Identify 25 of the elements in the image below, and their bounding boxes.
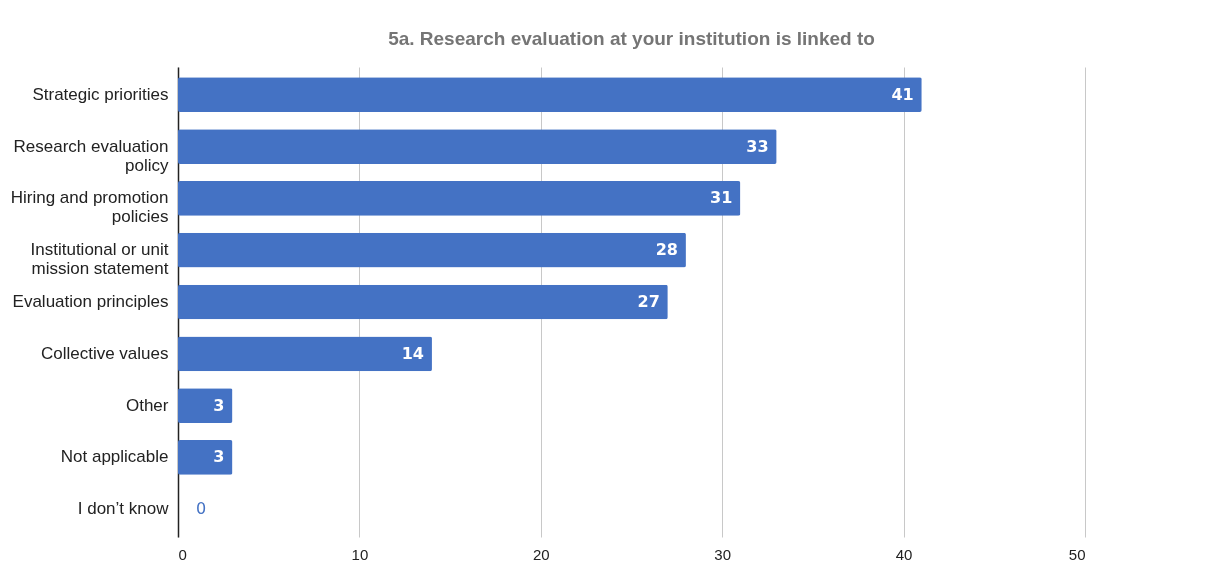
data-label: 27 (637, 292, 660, 311)
y-tick-label: Evaluation principles (12, 292, 169, 311)
data-label: 14 (401, 343, 424, 363)
chart-title: 5a. Research evaluation at your institution is linked to (388, 28, 875, 49)
x-tick-label: 20 (532, 545, 550, 563)
y-tick-label: Collective values (40, 343, 169, 363)
data-label: 41 (891, 84, 914, 104)
data-label: 3 (213, 395, 225, 415)
data-label: 0 (196, 499, 207, 519)
y-tick-label: Strategic priorities (32, 84, 169, 104)
y-tick-label: Other (125, 395, 169, 415)
x-tick-label: 30 (714, 545, 732, 563)
x-tick-label: 0 (178, 545, 187, 563)
x-tick-label: 10 (351, 545, 369, 563)
data-label: 31 (710, 188, 733, 208)
y-tick-label: Institutional or unit mission statement (30, 240, 169, 279)
data-label: 28 (655, 240, 678, 260)
y-tick-label: Not applicable (60, 447, 169, 467)
y-tick-label: Hiring and promotion policies (10, 188, 169, 227)
data-label: 33 (746, 136, 769, 156)
y-tick-label: I don’t know (77, 499, 170, 519)
x-tick-label: 40 (895, 545, 913, 563)
data-label: 3 (213, 447, 225, 467)
x-tick-label: 50 (1068, 545, 1086, 563)
y-tick-label: Research evaluation policy (13, 136, 169, 175)
